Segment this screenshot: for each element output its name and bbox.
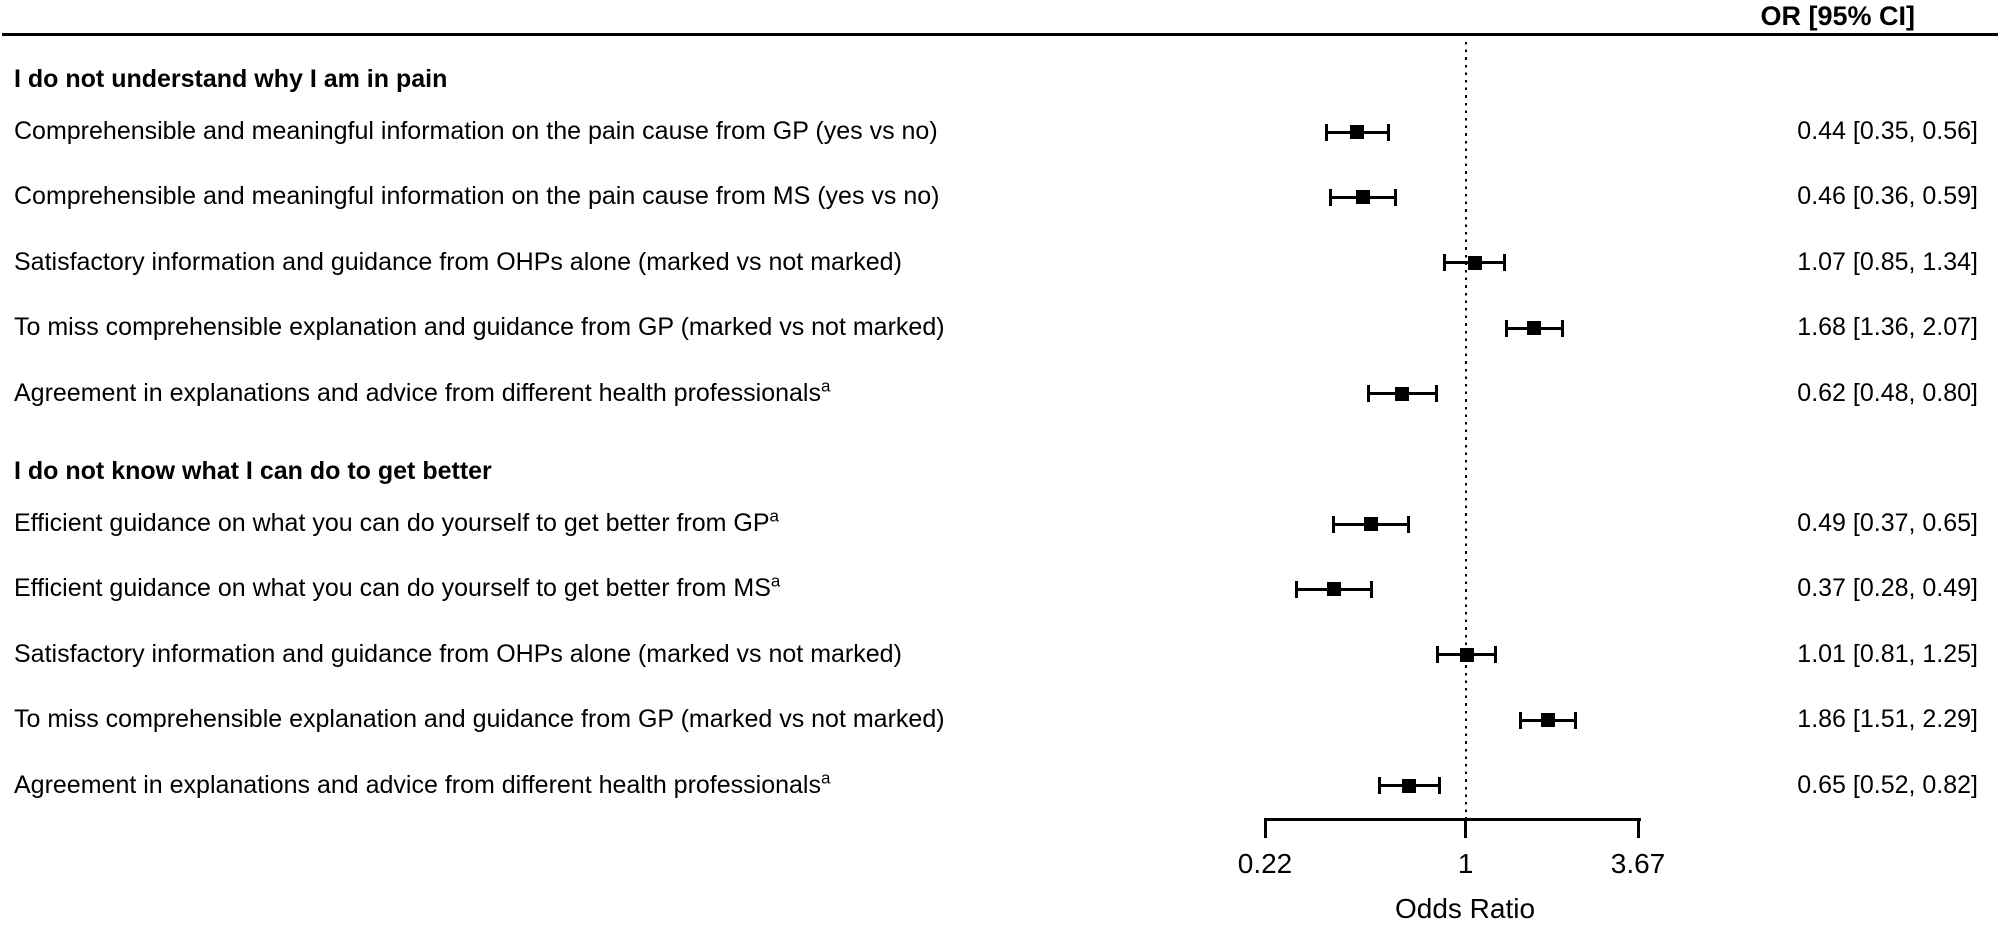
row-label: Agreement in explanations and advice fro… xyxy=(14,376,831,407)
ci-cap-right xyxy=(1387,123,1391,141)
row-label: Satisfactory information and guidance fr… xyxy=(14,639,902,668)
row-or-value: 0.49 [0.37, 0.65] xyxy=(1797,508,1978,537)
or-point-marker xyxy=(1349,125,1364,139)
row-or-value: 1.07 [0.85, 1.34] xyxy=(1797,247,1978,276)
tick-label: 3.67 xyxy=(1610,848,1666,879)
ci-cap-right xyxy=(1394,188,1398,206)
group-header: I do not understand why I am in pain xyxy=(14,64,448,93)
ci-cap-left xyxy=(1377,777,1381,795)
footnote-marker: a xyxy=(820,768,831,788)
ci-cap-left xyxy=(1436,646,1440,664)
x-axis-title: Odds Ratio xyxy=(1394,893,1536,924)
row-or-value: 0.65 [0.52, 0.82] xyxy=(1797,770,1978,799)
row-or-value: 1.86 [1.51, 2.29] xyxy=(1797,705,1978,734)
row-or-value: 0.44 [0.35, 0.56] xyxy=(1797,116,1978,145)
ci-cap-left xyxy=(1504,319,1508,337)
footnote-marker: a xyxy=(770,571,781,591)
row-label: Agreement in explanations and advice fro… xyxy=(14,768,831,799)
footnote-marker: a xyxy=(820,376,831,396)
ci-cap-right xyxy=(1573,711,1577,729)
row-or-value: 0.46 [0.36, 0.59] xyxy=(1797,182,1978,211)
ci-cap-right xyxy=(1437,777,1441,795)
row-label: To miss comprehensible explanation and g… xyxy=(14,705,945,734)
ci-cap-right xyxy=(1407,515,1411,533)
row-label: Satisfactory information and guidance fr… xyxy=(14,247,902,276)
or-point-marker xyxy=(1540,713,1555,728)
or-point-marker xyxy=(1459,647,1474,662)
row-label: Efficient guidance on what you can do yo… xyxy=(14,506,779,537)
tick-label: 0.22 xyxy=(1237,848,1293,879)
x-axis-line xyxy=(1265,818,1641,821)
ci-cap-right xyxy=(1502,254,1506,272)
row-or-value: 0.37 [0.28, 0.49] xyxy=(1797,574,1978,603)
row-or-value: 1.01 [0.81, 1.25] xyxy=(1797,639,1978,668)
footnote-marker: a xyxy=(769,506,779,526)
ci-cap-left xyxy=(1328,188,1332,206)
axis-tick xyxy=(1464,818,1468,838)
tick-label: 1 xyxy=(1457,848,1474,879)
row-label: Efficient guidance on what you can do yo… xyxy=(14,571,781,603)
group-header: I do not know what I can do to get bette… xyxy=(14,456,492,485)
row-label: Comprehensible and meaningful informatio… xyxy=(14,116,938,145)
or-point-marker xyxy=(1467,255,1482,270)
ci-cap-right xyxy=(1369,580,1373,598)
ci-cap-left xyxy=(1325,123,1329,141)
ci-cap-left xyxy=(1366,385,1370,403)
row-or-value: 1.68 [1.36, 2.07] xyxy=(1797,313,1978,342)
axis-tick xyxy=(1263,818,1267,838)
ci-cap-right xyxy=(1493,646,1497,664)
or-point-marker xyxy=(1355,190,1370,205)
header-rule xyxy=(2,33,1998,36)
or-point-marker xyxy=(1527,321,1542,336)
ci-cap-right xyxy=(1560,319,1564,337)
row-label: Comprehensible and meaningful informatio… xyxy=(14,182,940,211)
ci-cap-left xyxy=(1442,254,1446,272)
or-point-marker xyxy=(1326,582,1341,597)
or-column-header: OR [95% CI] xyxy=(1760,1,1915,31)
ci-cap-left xyxy=(1295,580,1299,598)
or-point-marker xyxy=(1395,386,1410,401)
row-label: To miss comprehensible explanation and g… xyxy=(14,313,945,342)
reference-line xyxy=(1464,42,1467,818)
ci-cap-left xyxy=(1332,515,1336,533)
row-or-value: 0.62 [0.48, 0.80] xyxy=(1797,378,1978,407)
or-point-marker xyxy=(1364,517,1379,531)
ci-cap-left xyxy=(1518,711,1522,729)
or-point-marker xyxy=(1401,778,1416,793)
axis-tick xyxy=(1636,818,1640,838)
ci-cap-right xyxy=(1434,385,1438,403)
